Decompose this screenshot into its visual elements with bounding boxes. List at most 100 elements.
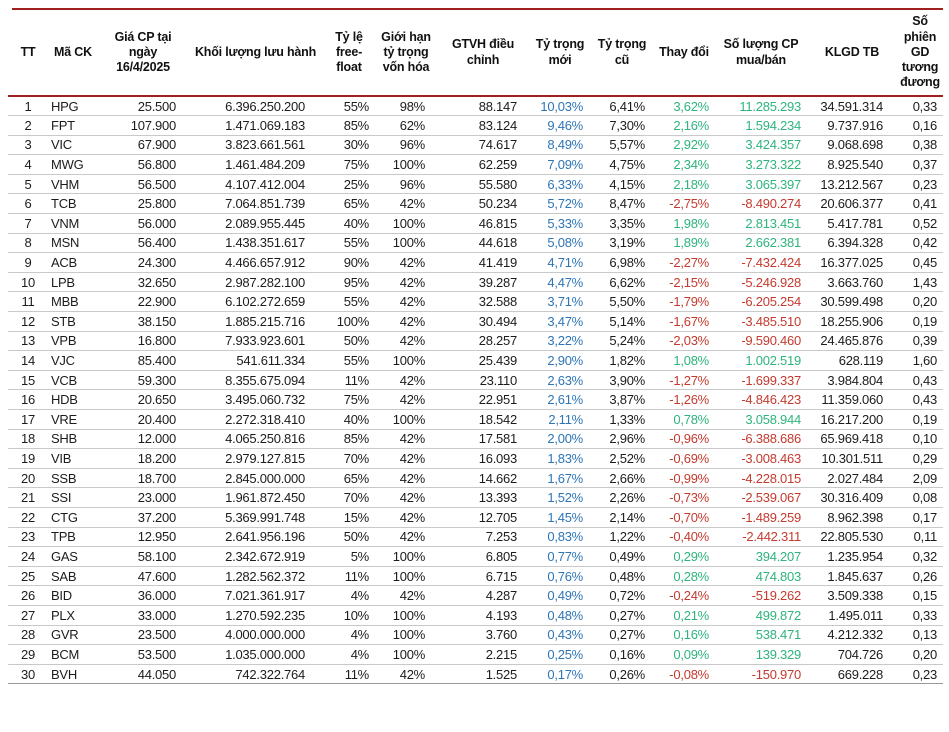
cell-klgd: 11.359.060 [821,392,883,408]
cell-old_weight: 0,26% [609,666,645,682]
cell-shares: 2.845.000.000 [225,470,305,486]
cell-freefloat: 55% [343,98,370,114]
cell-tt: 7 [24,215,32,231]
cell-klgd: 30.316.409 [820,490,883,506]
cell-shares: 7.933.923.601 [225,333,305,349]
cell-code: PLX [51,607,75,623]
cell-price: 53.500 [137,646,177,662]
cell-gtvh: 46.815 [478,215,518,231]
table-row: 8 MSN 56.400 1.438.351.617 55% 100% 44.618 5,08… [8,233,943,253]
cell-tt: 27 [21,607,35,623]
cell-shares: 3.823.661.561 [225,137,305,153]
cell-klgd: 2.027.484 [827,470,883,486]
cell-old_weight: 0,49% [609,548,645,564]
cell-shares: 1.035.000.000 [225,646,305,662]
cell-cp: -2.442.311 [742,529,801,545]
cell-change: 0,09% [673,646,709,662]
cell-tt: 8 [24,235,32,251]
cell-old_weight: 3,87% [609,392,645,408]
cell-klgd: 3.509.338 [827,588,883,604]
cell-gtvh: 28.257 [478,333,518,349]
cell-gtvh: 3.760 [485,627,518,643]
cell-new_weight: 5,33% [547,215,583,231]
cell-change: 2,18% [673,176,709,192]
cell-freefloat: 55% [343,353,370,369]
cell-freefloat: 11% [344,372,370,388]
table-row: 22 CTG 37.200 5.369.991.748 15% 42% 12.705 1,45… [8,507,943,528]
cell-shares: 2.641.956.196 [225,529,305,545]
cell-price: 56.000 [137,215,177,231]
cell-code: TCB [51,196,77,212]
cell-freefloat: 4% [350,627,370,643]
cell-tt: 21 [21,490,35,506]
cell-klgd: 1.845.637 [827,568,883,584]
cell-gtvh: 50.234 [478,196,518,212]
cell-shares: 1.471.069.183 [225,117,305,133]
cell-cap_limit: 100% [392,157,426,173]
cell-code: VHM [51,176,80,192]
cell-new_weight: 8,49% [547,137,583,153]
cell-new_weight: 2,90% [547,353,583,369]
cell-gtvh: 6.805 [485,548,518,564]
cell-price: 18.200 [137,450,177,466]
cell-change: -1,26% [669,392,709,408]
cell-new_weight: 0,48% [547,607,583,623]
cell-cp: 3.424.357 [745,137,801,153]
cell-tt: 26 [21,588,35,604]
cell-gtvh: 41.419 [478,255,518,271]
cell-cap_limit: 100% [392,627,426,643]
cell-code: VIB [51,450,72,466]
cell-freefloat: 90% [343,255,370,271]
cell-klgd: 16.377.025 [820,255,883,271]
cell-cap_limit: 100% [392,411,426,427]
cell-code: VCB [51,372,77,388]
cell-change: 3,62% [673,98,709,114]
cell-freefloat: 50% [343,529,370,545]
cell-tt: 22 [21,509,35,525]
stock-index-table: TT Mã CK Giá CP tại ngày 16/4/2025 Khối lượ… [8,10,943,684]
cell-cp: -1.489.259 [741,509,801,525]
cell-gtvh: 30.494 [478,313,518,329]
cell-code: HDB [51,392,78,408]
cell-cp: 499.872 [755,607,802,623]
cell-shares: 2.342.672.919 [225,548,305,564]
cell-sessions: 2,09 [912,470,938,486]
cell-code: BCM [51,646,80,662]
cell-new_weight: 2,63% [547,372,583,388]
cell-price: 85.400 [137,353,177,369]
cell-gtvh: 17.581 [478,431,518,447]
cell-price: 58.100 [137,548,177,564]
cell-gtvh: 2.215 [485,646,518,662]
cell-price: 67.900 [137,137,177,153]
cell-sessions: 0,41 [912,196,938,212]
cell-klgd: 18.255.906 [820,313,883,329]
cell-shares: 5.369.991.748 [225,509,305,525]
cell-price: 56.800 [137,157,177,173]
cell-tt: 13 [21,333,35,349]
cell-change: 0,21% [673,607,709,623]
cell-klgd: 669.228 [837,666,884,682]
column-header-shares: Khối lượng lưu hành [194,44,317,59]
cell-change: -1,27% [669,372,709,388]
cell-cap_limit: 42% [399,294,426,310]
cell-change: 0,29% [673,548,709,564]
cell-klgd: 20.606.377 [820,196,883,212]
cell-code: VIC [51,137,72,153]
cell-new_weight: 5,08% [547,235,583,251]
cell-old_weight: 5,57% [609,137,645,153]
cell-cap_limit: 100% [392,568,426,584]
cell-code: STB [51,313,76,329]
cell-tt: 4 [24,157,32,173]
cell-code: GAS [51,548,78,564]
cell-cap_limit: 42% [399,313,426,329]
cell-cap_limit: 100% [392,353,426,369]
cell-freefloat: 4% [350,646,370,662]
cell-cap_limit: 42% [399,372,426,388]
cell-gtvh: 23.110 [479,372,518,388]
cell-sessions: 0,37 [912,157,938,173]
cell-gtvh: 55.580 [478,176,518,192]
cell-change: -0,40% [669,529,709,545]
table-row: 19 VIB 18.200 2.979.127.815 70% 42% 16.093 1,83… [8,449,943,469]
table-row: 13 VPB 16.800 7.933.923.601 50% 42% 28.257 3,22… [8,331,943,351]
cell-code: VPB [51,333,77,349]
